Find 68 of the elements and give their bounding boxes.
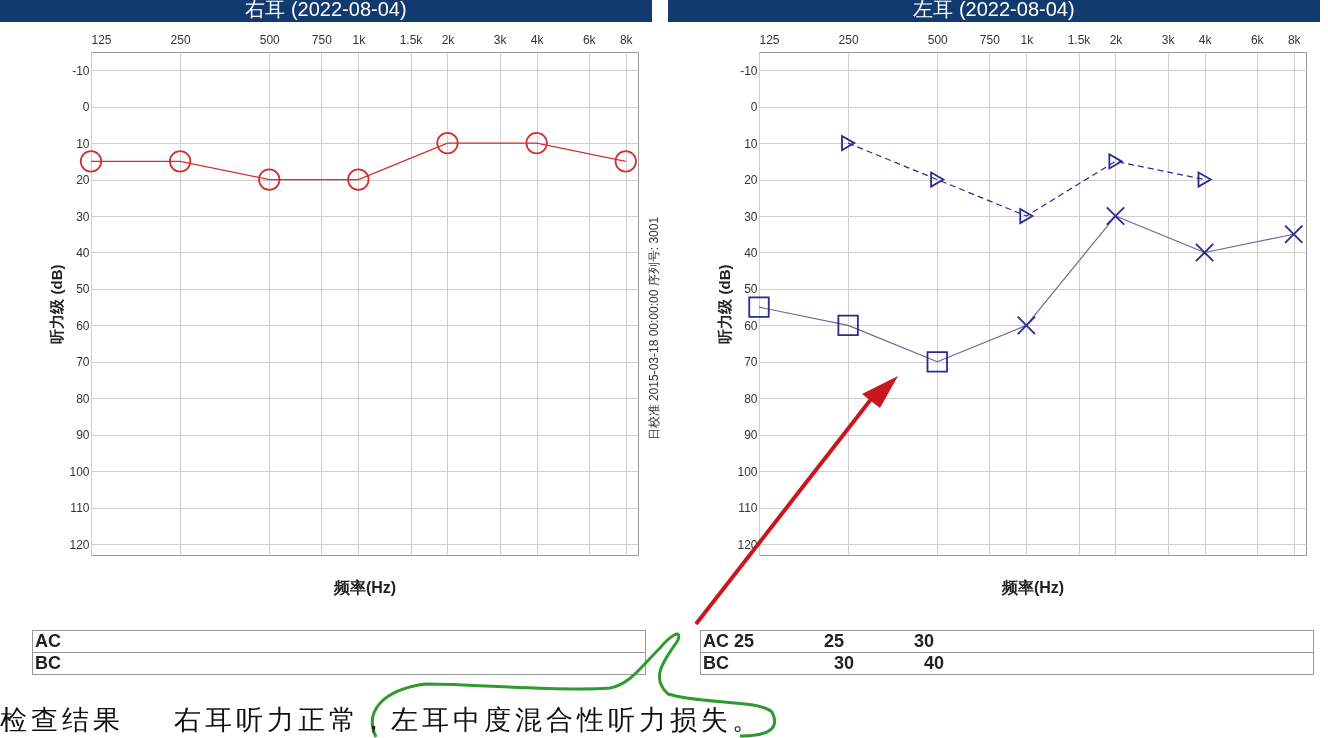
y-tick-label: 30: [744, 209, 758, 224]
x-tick-label: 2k: [441, 32, 456, 47]
chart-title: 右耳 (2022-08-04): [0, 0, 652, 22]
chart-title: 左耳 (2022-08-04): [668, 0, 1320, 22]
x-tick-label: 8k: [619, 32, 634, 47]
y-tick-label: -10: [740, 63, 758, 78]
x-tick-label: 500: [927, 32, 949, 47]
x-tick-label: 2k: [1109, 32, 1124, 47]
text: AC 25 25 30: [701, 631, 1313, 653]
point: [436, 132, 459, 155]
y-tick-label: 110: [70, 501, 90, 516]
point: [614, 150, 637, 173]
x-tick-label: 8k: [1287, 32, 1302, 47]
y-tick-label: 20: [76, 173, 90, 188]
point: [258, 168, 281, 191]
point: [525, 132, 548, 155]
text: AC: [33, 631, 645, 653]
x-tick-label: 250: [170, 32, 191, 47]
y-tick-label: 40: [744, 245, 758, 260]
y-tick-label: 0: [750, 100, 758, 115]
y-tick-label: 90: [76, 428, 90, 443]
x-tick-label: 4k: [530, 32, 545, 47]
y-tick-label: 70: [76, 355, 90, 370]
x-tick-label: 6k: [582, 32, 597, 47]
x-axis-title: 频率(Hz): [1000, 577, 1065, 596]
x-tick-label: 125: [91, 32, 112, 47]
x-tick-label: 3k: [1161, 32, 1176, 47]
x-tick-label: 1.5k: [399, 32, 424, 47]
x-axis-title: 频率(Hz): [332, 577, 397, 596]
y-tick-label: 30: [76, 209, 90, 224]
y-tick-label: 100: [69, 464, 90, 479]
y-axis-title: 听力级 (dB): [716, 264, 734, 344]
y-tick-label: 60: [744, 318, 758, 333]
point: [79, 150, 103, 173]
text: BC: [34, 653, 62, 674]
y-tick-label: 100: [737, 464, 758, 479]
y-tick-label: 0: [82, 100, 90, 115]
point: [168, 150, 192, 173]
x-tick-label: 750: [311, 32, 333, 47]
x-tick-label: 1.5k: [1067, 32, 1092, 47]
y-tick-label: 50: [744, 282, 758, 297]
y-tick-label: 80: [76, 391, 90, 406]
x-tick-label: 4k: [1198, 32, 1213, 47]
y-tick-label: 60: [76, 318, 90, 333]
y-tick-label: 20: [744, 173, 758, 188]
y-tick-label: -10: [72, 63, 90, 78]
x-tick-label: 1k: [1020, 32, 1035, 47]
x-tick-label: 500: [259, 32, 281, 47]
x-tick-label: 6k: [1250, 32, 1265, 47]
y-tick-label: 10: [76, 136, 90, 151]
y-tick-label: 110: [738, 501, 758, 516]
x-tick-label: 250: [838, 32, 859, 47]
y-tick-label: 10: [744, 136, 758, 151]
y-tick-label: 90: [744, 428, 758, 443]
text: 检查结果 右耳听力正常，左耳中度混合性听力损失。: [0, 703, 764, 737]
y-tick-label: 50: [76, 282, 90, 297]
x-tick-label: 3k: [493, 32, 508, 47]
y-axis-title: 听力级 (dB): [48, 264, 66, 344]
x-tick-label: 1k: [352, 32, 367, 47]
y-tick-label: 80: [744, 391, 758, 406]
y-tick-label: 70: [744, 355, 758, 370]
text: BC 30 40: [702, 653, 946, 674]
x-tick-label: 750: [979, 32, 1001, 47]
x-tick-label: 125: [759, 32, 780, 47]
y-tick-label: 120: [69, 537, 90, 552]
text: 日校准 2015-03-18 00:00:00 序列号: 3001: [647, 216, 661, 441]
point: [347, 168, 370, 191]
y-tick-label: 40: [76, 245, 90, 260]
